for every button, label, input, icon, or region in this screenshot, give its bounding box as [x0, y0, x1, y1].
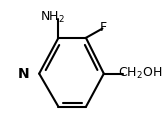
Text: CH$_2$OH: CH$_2$OH — [118, 66, 162, 81]
Text: N: N — [18, 67, 30, 81]
Text: NH$_2$: NH$_2$ — [41, 10, 65, 25]
Text: F: F — [100, 21, 107, 34]
